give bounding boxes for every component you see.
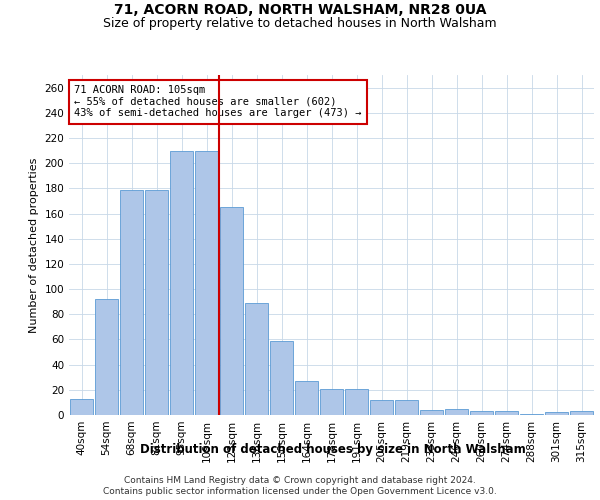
Bar [520, 414, 544, 415]
Bar [194, 150, 218, 415]
Bar [295, 381, 319, 415]
Bar [95, 299, 118, 415]
Bar [569, 411, 593, 415]
Text: Size of property relative to detached houses in North Walsham: Size of property relative to detached ho… [103, 18, 497, 30]
Bar [245, 303, 268, 415]
Bar [494, 411, 518, 415]
Text: 71 ACORN ROAD: 105sqm
← 55% of detached houses are smaller (602)
43% of semi-det: 71 ACORN ROAD: 105sqm ← 55% of detached … [74, 85, 362, 118]
Bar [445, 408, 469, 415]
Text: Contains HM Land Registry data © Crown copyright and database right 2024.: Contains HM Land Registry data © Crown c… [124, 476, 476, 485]
Y-axis label: Number of detached properties: Number of detached properties [29, 158, 39, 332]
Bar [419, 410, 443, 415]
Bar [320, 388, 343, 415]
Bar [119, 190, 143, 415]
Bar [545, 412, 568, 415]
Bar [269, 340, 293, 415]
Bar [170, 150, 193, 415]
Bar [344, 388, 368, 415]
Bar [470, 411, 493, 415]
Text: 71, ACORN ROAD, NORTH WALSHAM, NR28 0UA: 71, ACORN ROAD, NORTH WALSHAM, NR28 0UA [114, 2, 486, 16]
Text: Contains public sector information licensed under the Open Government Licence v3: Contains public sector information licen… [103, 488, 497, 496]
Bar [370, 400, 394, 415]
Text: Distribution of detached houses by size in North Walsham: Distribution of detached houses by size … [140, 442, 526, 456]
Bar [395, 400, 418, 415]
Bar [145, 190, 169, 415]
Bar [70, 398, 94, 415]
Bar [220, 207, 244, 415]
